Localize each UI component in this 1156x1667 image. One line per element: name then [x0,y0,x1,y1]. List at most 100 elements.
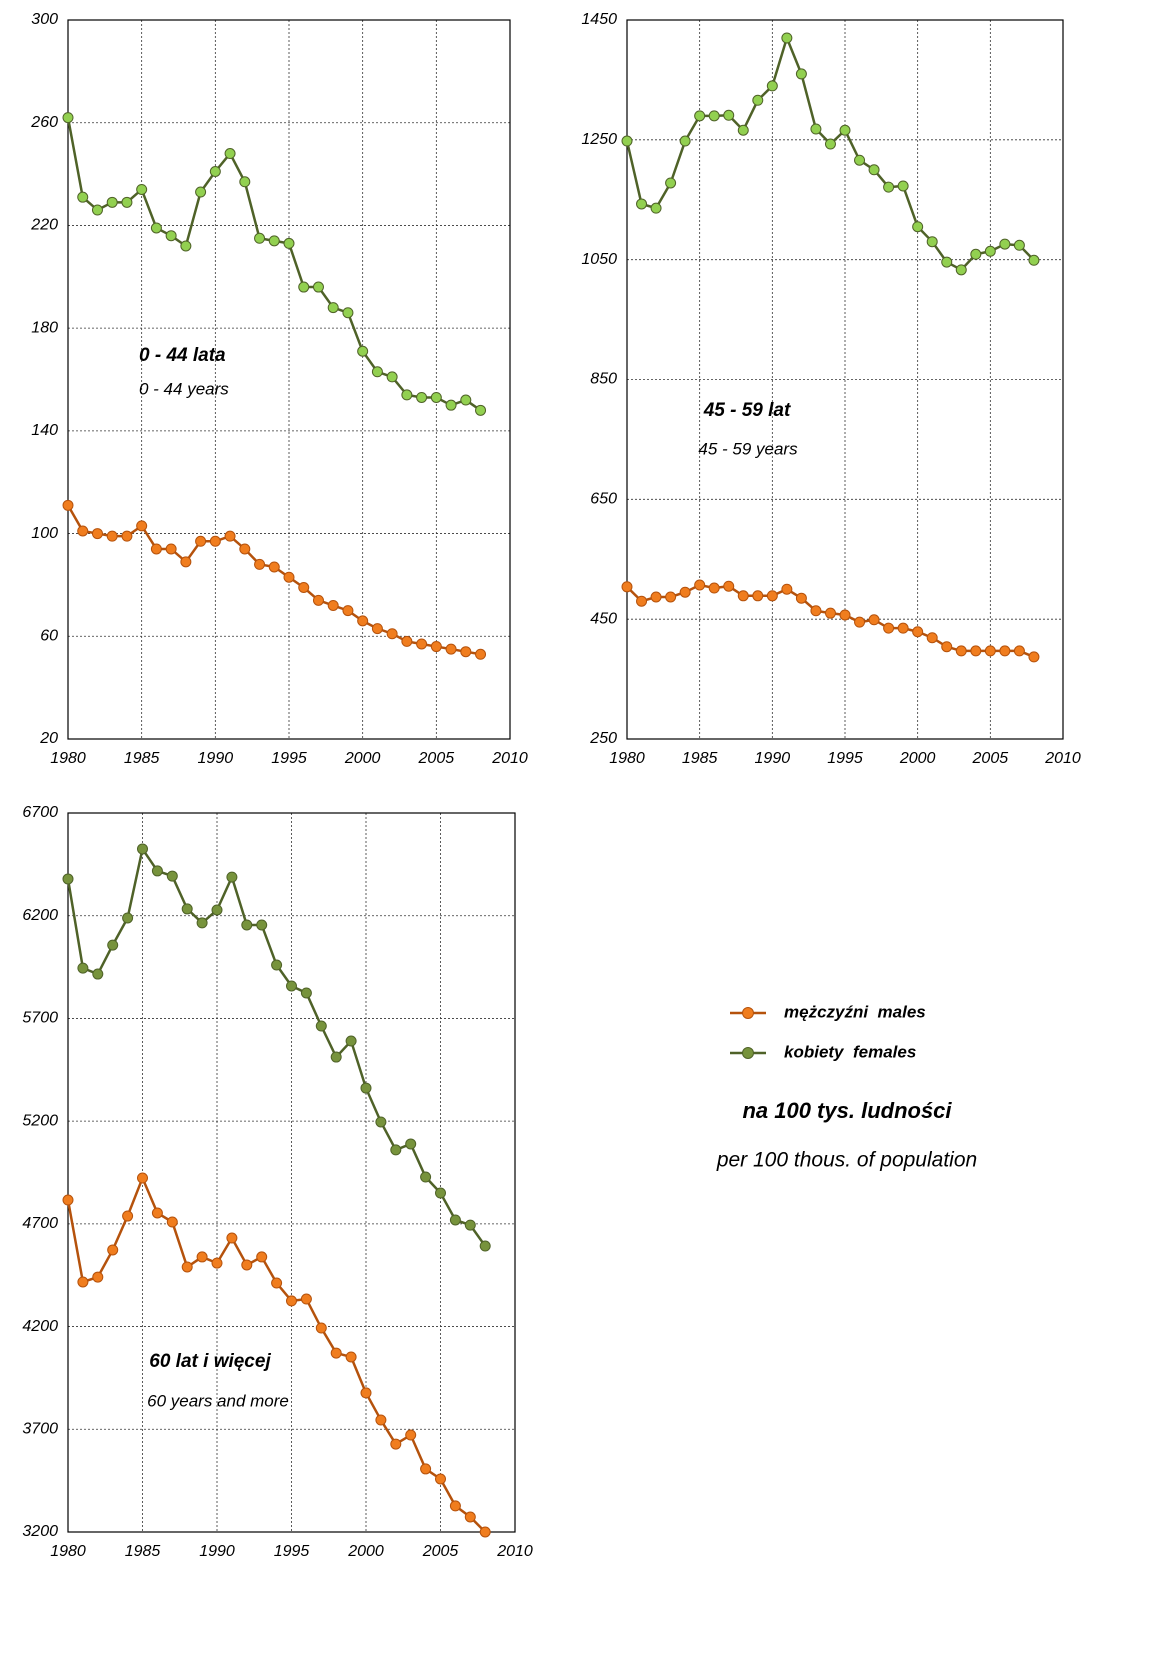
data-point [330,1347,342,1359]
data-point [122,1210,134,1222]
data-point [941,641,953,653]
data-point [737,124,749,136]
annotation: 60 years and more [147,1391,289,1410]
data-point [795,68,807,80]
x-tick-label: 2000 [347,1543,384,1560]
y-tick-label: 60 [40,628,58,645]
data-point [401,389,413,401]
annotation: 45 - 59 years [698,439,798,458]
y-tick-label: 20 [39,730,58,747]
data-point [839,124,851,136]
data-point [360,1082,372,1094]
y-tick-label: 5700 [22,1010,58,1027]
data-point [694,110,706,122]
data-point [1028,651,1040,663]
data-point [390,1438,402,1450]
x-tick-label: 1985 [682,750,718,767]
data-point [479,1240,491,1252]
series-line [66,1174,487,1533]
data-point [271,959,283,971]
data-point [912,626,924,638]
data-point [77,525,89,537]
y-tick-label: 140 [31,422,58,439]
data-point [416,391,428,403]
data-point [106,196,118,208]
data-point [810,605,822,617]
data-point [460,646,472,658]
data-point [445,399,457,411]
data-point [166,1216,178,1228]
data-point [475,404,487,416]
data-point [196,917,208,929]
data-point [795,592,807,604]
data-point [449,1214,461,1226]
data-point [854,616,866,628]
legend-label: mężczyźni males [784,1002,926,1021]
data-point [312,281,324,293]
data-point [766,590,778,602]
data-point [665,177,677,189]
data-point [999,645,1011,657]
y-tick-label: 250 [589,730,617,747]
data-point [121,196,133,208]
data-point [342,605,354,617]
data-point [665,591,677,603]
x-tick-label: 1995 [274,1543,310,1560]
data-point [868,164,880,176]
y-tick-label: 260 [30,114,58,131]
data-point [824,607,836,619]
data-point [283,571,295,583]
data-point [371,366,383,378]
x-tick-label: 2010 [1044,750,1081,767]
data-point [241,919,253,931]
annotation: 60 lat i więcej [149,1351,271,1372]
x-tick-label: 2010 [491,750,528,767]
data-point [430,641,442,653]
data-point [926,632,938,644]
data-point [315,1322,327,1334]
data-point [897,180,909,192]
data-point [723,109,735,121]
data-point [970,645,982,657]
data-point [91,528,103,540]
data-point [405,1138,417,1150]
data-point [708,110,720,122]
data-point [195,186,207,198]
plot-border [67,19,511,740]
data-point [315,1020,327,1032]
unit-note: per 100 thous. of population [716,1149,977,1172]
data-point [166,870,178,882]
data-point [449,1500,461,1512]
unit-note: na 100 tys. ludności [742,1098,952,1123]
data-point [371,623,383,635]
plot-border [67,812,516,1533]
data-point [737,590,749,602]
data-point [196,1251,208,1263]
data-point [345,1035,357,1047]
data-point [621,135,633,147]
data-point [91,204,103,216]
data-point [327,599,339,611]
data-point [268,561,280,573]
data-point [955,645,967,657]
x-tick-label: 2005 [972,750,1009,767]
y-tick-label: 1050 [581,251,617,268]
y-tick-label: 220 [30,217,58,234]
annotation: 45 - 59 lat [703,400,791,421]
data-point [445,643,457,655]
legend-label: kobiety females [784,1042,916,1061]
data-point [621,581,633,593]
x-tick-label: 1985 [125,1543,161,1560]
data-point [256,919,268,931]
data-point [420,1171,432,1183]
data-point [150,222,162,234]
y-tick-label: 1450 [581,11,617,28]
data-point [150,543,162,555]
data-point [226,871,238,883]
data-point [254,232,266,244]
x-tick-label: 2005 [422,1543,459,1560]
data-point [180,556,192,568]
data-point [868,614,880,626]
data-point [342,307,354,319]
data-point [752,590,764,602]
